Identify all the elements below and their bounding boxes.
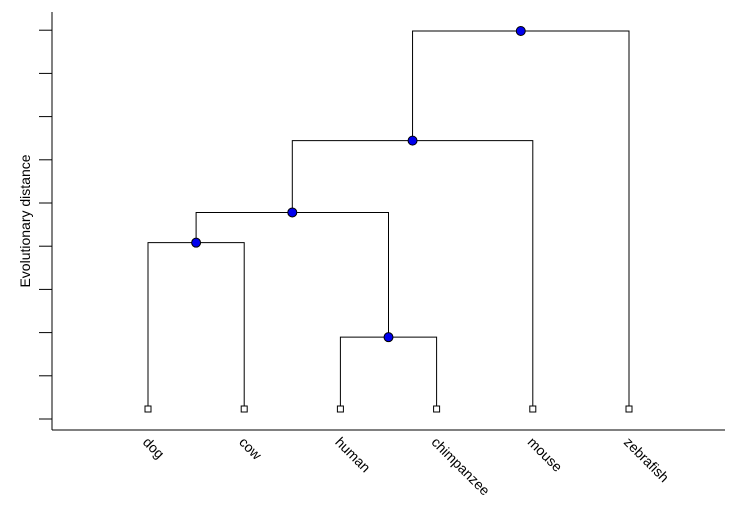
leaf-marker <box>240 405 248 413</box>
merge-node <box>515 26 526 36</box>
branch-link <box>339 336 438 409</box>
merge-node <box>287 207 298 218</box>
branch-link <box>195 211 389 338</box>
leaf-labels: dog cow human chimpanzee mouse zebrafish <box>140 434 672 499</box>
y-axis-label: Evolutionary distance <box>17 154 33 287</box>
leaf-label: zebrafish <box>621 434 672 485</box>
internal-nodes <box>191 26 526 343</box>
leaf-marker <box>433 405 441 413</box>
merge-node <box>407 135 418 146</box>
leaf-markers <box>144 405 633 413</box>
y-ticks <box>39 29 52 420</box>
merge-node <box>191 237 202 248</box>
leaf-label: dog <box>140 434 168 462</box>
leaf-marker <box>625 405 633 413</box>
leaf-marker <box>336 405 344 413</box>
leaf-label: human <box>332 434 374 476</box>
leaf-marker <box>529 405 537 413</box>
leaf-marker <box>144 405 152 413</box>
branch-link <box>412 30 630 409</box>
branch-link <box>147 242 245 409</box>
leaf-label: mouse <box>525 434 566 475</box>
branch-link <box>291 140 534 409</box>
tree-branches <box>147 30 630 409</box>
merge-node <box>383 332 394 343</box>
leaf-label: cow <box>236 434 266 464</box>
leaf-label: chimpanzee <box>428 434 493 499</box>
